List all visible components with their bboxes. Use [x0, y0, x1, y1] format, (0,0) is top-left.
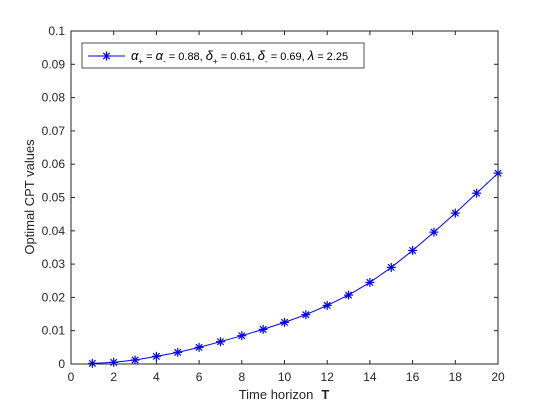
x-tick-label: 8	[238, 370, 245, 384]
data-point-marker-stroke	[280, 318, 289, 326]
x-tick-label: 0	[68, 370, 75, 384]
data-point-marker	[173, 347, 183, 357]
data-point-marker-stroke	[387, 263, 395, 272]
ticks-layer: 0 2 4 6 8 10 12 14 16 18 20 0 0.01 0.02 0.03 0.04 0.05 0.…	[42, 24, 505, 384]
data-point-marker	[130, 355, 140, 365]
legend-label-delta-minus-value: = 0.69,	[268, 51, 308, 63]
series-line	[92, 172, 499, 364]
legend-label-delta-plus-sub: +	[213, 57, 218, 66]
data-point-marker-stroke	[451, 209, 459, 217]
data-point-marker	[472, 188, 482, 198]
data-point-marker	[151, 351, 161, 361]
legend-label-alpha-plus: α	[131, 48, 139, 63]
legend-label-delta-minus-sub: -	[265, 57, 268, 66]
legend-label-delta-minus: δ	[258, 48, 266, 63]
y-tick-label: 0.08	[42, 91, 66, 105]
data-point-marker-stroke	[430, 228, 438, 236]
series-layer	[87, 168, 503, 368]
x-tick-label: 18	[449, 370, 463, 384]
legend: α+ = α- = 0.88, δ+ = 0.61, δ- = 0.69, λ …	[81, 42, 365, 69]
legend-label-delta-plus: δ	[206, 48, 214, 63]
x-tick-label: 10	[278, 370, 292, 384]
data-point-marker-stroke	[174, 348, 182, 356]
data-point-marker	[215, 337, 225, 347]
data-point-marker	[258, 324, 268, 334]
y-tick-label: 0.05	[42, 191, 66, 205]
data-point-marker-stroke	[131, 356, 139, 364]
y-axis-label: Optimal CPT values	[22, 139, 37, 255]
data-point-marker	[301, 310, 311, 320]
data-point-marker	[109, 357, 119, 367]
legend-box	[81, 42, 365, 69]
x-tick-label: 2	[110, 370, 117, 384]
data-point-marker	[450, 208, 460, 218]
data-point-marker	[194, 342, 204, 352]
legend-label-minus-sub: -	[163, 57, 166, 66]
y-tick-label: 0.09	[42, 57, 66, 71]
legend-marker-asterisk	[102, 51, 111, 61]
plot-frame	[70, 30, 499, 365]
data-point-marker	[322, 300, 332, 310]
data-point-marker-stroke	[238, 332, 246, 340]
data-point-marker	[87, 358, 97, 368]
data-point-marker	[365, 277, 375, 287]
data-point-marker-stroke	[323, 301, 331, 310]
y-tick-label: 0.1	[48, 24, 65, 38]
y-tick-label: 0	[58, 357, 65, 371]
legend-label-lambda: λ	[307, 48, 314, 63]
data-point-marker	[280, 317, 289, 327]
data-point-marker	[344, 290, 354, 300]
x-axis-label-text: Time horizon	[239, 387, 314, 402]
data-point-marker-stroke	[408, 246, 417, 255]
data-point-marker-stroke	[152, 352, 161, 360]
legend-label: α+ = α- = 0.88, δ+ = 0.61, δ- = 0.69, λ …	[131, 48, 348, 66]
x-tick-label: 20	[491, 370, 505, 384]
x-tick-label: 12	[321, 370, 335, 384]
y-tick-label: 0.07	[42, 124, 66, 138]
legend-marker	[102, 51, 111, 61]
y-tick-label: 0.06	[42, 157, 66, 171]
data-point-marker-stroke	[216, 338, 225, 346]
data-point-marker	[408, 245, 418, 255]
x-tick-label: 6	[196, 370, 203, 384]
legend-label-alpha-value: = 0.88,	[166, 51, 206, 63]
data-point-marker	[237, 331, 247, 341]
x-tick-label: 16	[406, 370, 420, 384]
x-tick-label: 4	[153, 370, 160, 384]
legend-marker-asterisk-stroke	[102, 52, 111, 60]
data-point-marker-stroke	[88, 359, 96, 367]
data-point-marker-stroke	[195, 343, 203, 351]
x-tick-label: 14	[363, 370, 377, 384]
y-tick-label: 0.01	[42, 324, 66, 338]
data-point-marker-stroke	[344, 291, 353, 299]
data-point-marker-stroke	[473, 189, 481, 197]
legend-label-eq-alpha-minus: =	[143, 51, 156, 63]
y-tick-label: 0.04	[42, 224, 66, 238]
legend-label-alpha-minus: α	[156, 48, 164, 63]
legend-label-delta-plus-value: = 0.61,	[218, 51, 258, 63]
data-point-marker-stroke	[302, 311, 310, 319]
y-tick-label: 0.02	[42, 290, 66, 304]
x-axis-label: Time horizon T	[239, 387, 330, 402]
y-tick-label: 0.03	[42, 257, 66, 271]
data-point-marker-stroke	[366, 278, 374, 287]
data-point-marker	[386, 262, 396, 272]
plot-area	[71, 31, 498, 364]
legend-label-plus-sub: +	[138, 57, 143, 66]
legend-label-lambda-value: = 2.25	[314, 51, 348, 63]
data-point-marker	[429, 227, 439, 237]
x-axis-label-symbol: T	[321, 387, 329, 402]
data-point-marker-stroke	[259, 325, 267, 333]
